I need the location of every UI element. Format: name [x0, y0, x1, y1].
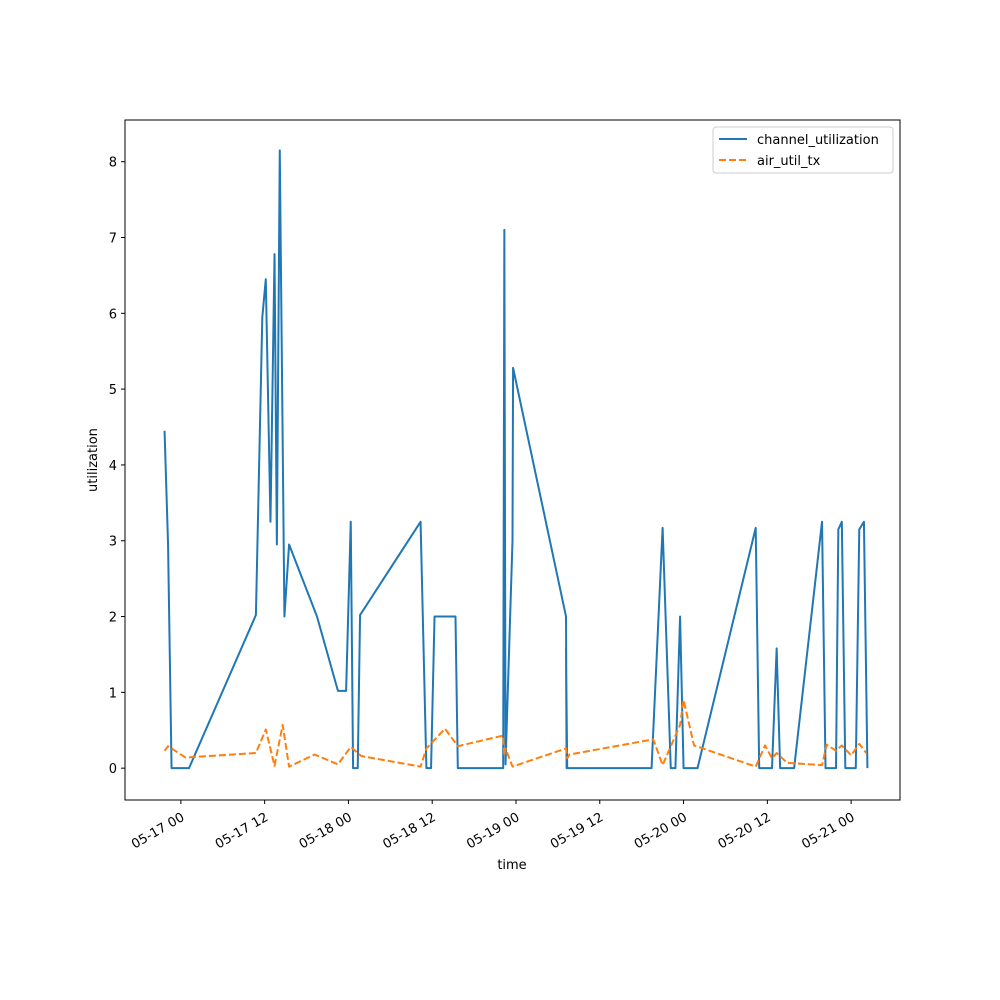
legend-label-channel-utilization: channel_utilization — [757, 133, 879, 148]
y-tick-label: 5 — [109, 383, 117, 398]
y-axis-label: utilization — [86, 428, 101, 492]
y-tick-label: 7 — [109, 232, 117, 247]
x-axis-label: time — [497, 858, 526, 873]
series-layer — [163, 149, 869, 770]
y-tick-label: 0 — [109, 762, 117, 777]
y-tick-label: 6 — [109, 307, 117, 322]
axes-frame — [124, 119, 901, 801]
legend: channel_utilization air_util_tx — [712, 126, 894, 174]
legend-label-air-util-tx: air_util_tx — [757, 154, 821, 169]
y-tick-label: 2 — [109, 611, 117, 626]
y-tick-label: 3 — [109, 535, 117, 550]
legend-box — [712, 126, 894, 174]
y-tick-label: 4 — [109, 459, 117, 474]
series-line-channel-utilization — [163, 149, 869, 770]
series-line-air-util-tx — [163, 698, 868, 768]
y-tick-label: 1 — [109, 686, 117, 701]
y-tick-label: 8 — [109, 156, 117, 171]
